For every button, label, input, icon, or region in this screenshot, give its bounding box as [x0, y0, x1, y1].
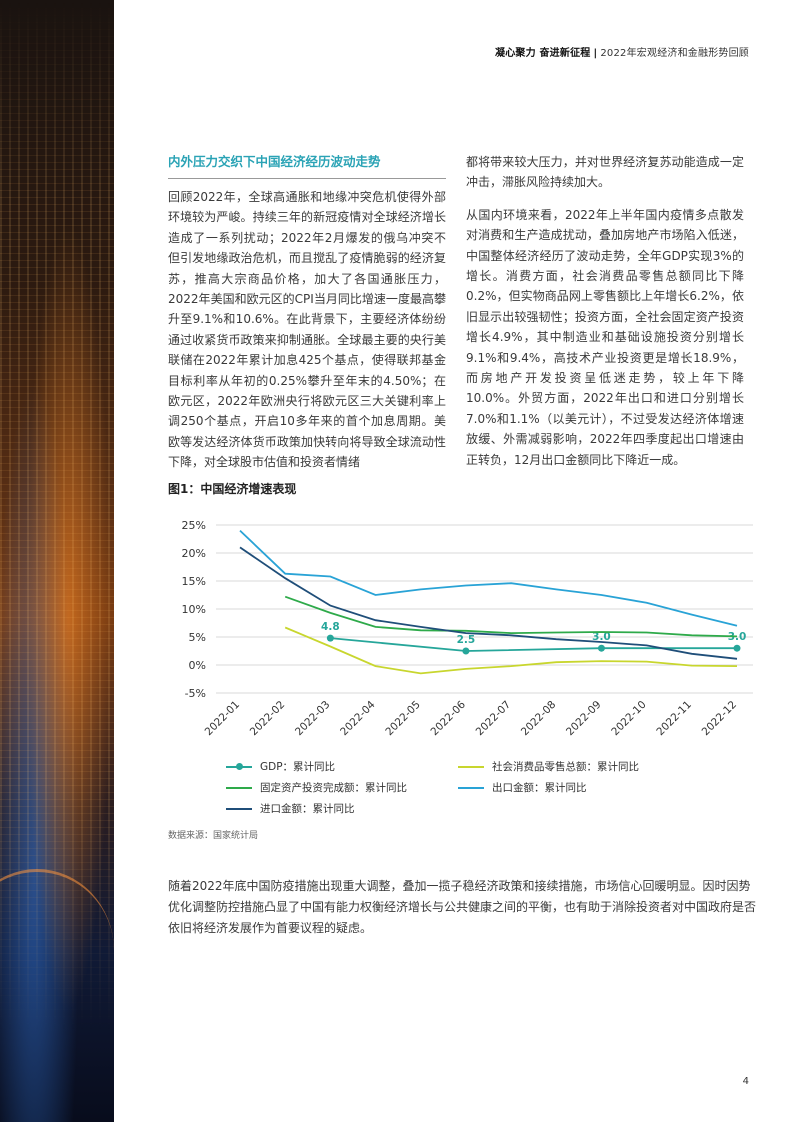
- header-bold-title: 凝心聚力 奋进新征程: [495, 48, 591, 59]
- data-label: 3.0: [728, 631, 747, 643]
- x-tick-label: 2022-12: [700, 699, 740, 739]
- legend-label: GDP：累计同比: [260, 761, 336, 773]
- legend-swatch: [458, 786, 484, 789]
- x-tick-label: 2022-07: [474, 699, 514, 739]
- right-paragraph-2: 从国内环境来看，2022年上半年国内疫情多点散发对消费和生产造成扰动，叠加房地产…: [466, 207, 744, 467]
- x-tick-label: 2022-01: [203, 699, 243, 739]
- y-tick-label: 0%: [189, 659, 206, 672]
- y-tick-label: 20%: [182, 547, 206, 560]
- legend-swatch: [226, 786, 252, 789]
- y-tick-label: 25%: [182, 519, 206, 532]
- series-point-0: [326, 634, 334, 642]
- legend-item: 固定资产投资完成额：累计同比: [226, 780, 407, 795]
- legend-item: 出口金额：累计同比: [458, 780, 587, 795]
- legend-item: 进口金额：累计同比: [226, 801, 355, 816]
- y-tick-label: 15%: [182, 575, 206, 588]
- data-source: 数据来源：国家统计局: [168, 831, 259, 841]
- series-line-0: [330, 637, 737, 652]
- legend-label: 进口金额：累计同比: [260, 803, 355, 815]
- data-label: 3.0: [592, 631, 611, 643]
- left-column: 内外压力交织下中国经济经历波动走势 回顾2022年，全球高通胀和地缘冲突危机使得…: [168, 152, 446, 485]
- legend-swatch: [458, 765, 484, 768]
- x-tick-label: 2022-06: [429, 698, 469, 738]
- y-tick-label: -5%: [185, 687, 206, 700]
- y-tick-label: 5%: [189, 631, 206, 644]
- legend-swatch: [226, 807, 252, 810]
- series-point-0: [597, 644, 605, 652]
- page-number: 4: [742, 1076, 749, 1087]
- cityscape-image: [0, 0, 114, 1122]
- series-point-0: [462, 647, 470, 655]
- legend-item: GDP：累计同比: [226, 759, 335, 774]
- x-tick-label: 2022-02: [248, 699, 288, 739]
- x-tick-label: 2022-10: [609, 699, 649, 739]
- legend-label: 固定资产投资完成额：累计同比: [260, 782, 407, 794]
- x-tick-label: 2022-04: [338, 698, 378, 738]
- right-paragraph-1: 都将带来较大压力，并对世界经济复苏动能造成一定冲击，滞胀风险持续加大。: [466, 155, 744, 190]
- x-tick-label: 2022-08: [519, 699, 559, 739]
- data-label: 2.5: [457, 634, 476, 646]
- y-tick-label: 10%: [182, 603, 206, 616]
- series-line-1: [284, 626, 738, 675]
- series-line-3: [239, 529, 738, 627]
- header-separator: |: [593, 48, 598, 59]
- line-chart: -5% 0% 5% 10% 15% 20% 25% 2022-01 2022-02 2022-03…: [182, 519, 753, 739]
- legend-swatch: [226, 762, 252, 770]
- x-tick-label: 2022-05: [383, 699, 423, 739]
- bottom-paragraph: 随着2022年底中国防疫措施出现重大调整，叠加一揽子稳经济政策和接续措施，市场信…: [168, 879, 757, 935]
- section-title: 内外压力交织下中国经济经历波动走势: [168, 154, 381, 169]
- x-tick-label: 2022-03: [293, 699, 333, 739]
- legend-item: 社会消费品零售总额：累计同比: [458, 759, 639, 774]
- x-tick-label: 2022-11: [654, 699, 694, 739]
- header-subtitle: 2022年宏观经济和金融形势回顾: [600, 48, 749, 59]
- legend-label: 出口金额：累计同比: [492, 782, 587, 794]
- data-label: 4.8: [321, 621, 340, 633]
- series-line-2: [284, 595, 738, 638]
- running-header: 凝心聚力 奋进新征程 | 2022年宏观经济和金融形势回顾: [495, 44, 749, 59]
- section-title-rule: [168, 178, 446, 179]
- legend-label: 社会消费品零售总额：累计同比: [492, 761, 639, 773]
- series-point-0: [733, 644, 741, 652]
- right-column: 都将带来较大压力，并对世界经济复苏动能造成一定冲击，滞胀风险持续加大。 从国内环…: [466, 152, 744, 482]
- x-tick-label: 2022-09: [564, 699, 604, 739]
- series-line-4: [239, 546, 738, 660]
- figure-title: 图1：中国经济增速表现: [168, 482, 297, 496]
- left-paragraph: 回顾2022年，全球高通胀和地缘冲突危机使得外部环境较为严峻。持续三年的新冠疫情…: [168, 190, 446, 470]
